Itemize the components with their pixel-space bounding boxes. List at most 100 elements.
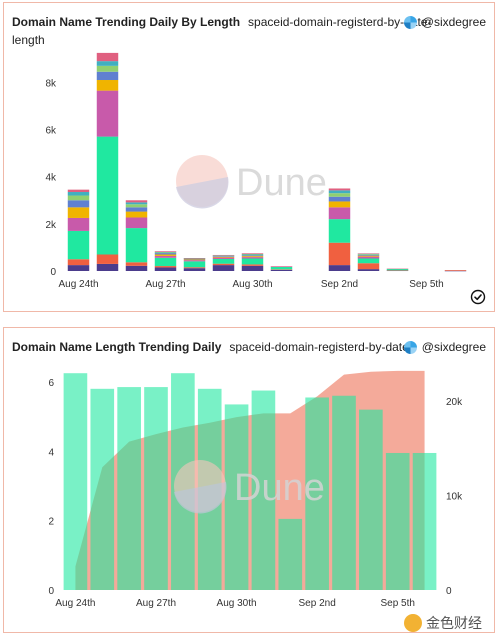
bar-segment: [96, 80, 119, 91]
watermark-text: Dune: [236, 162, 327, 204]
bar-segment: [183, 268, 206, 271]
bar-segment: [328, 190, 351, 194]
bar-segment: [212, 263, 235, 266]
bar-segment: [125, 217, 148, 229]
bar-segment: [212, 258, 235, 264]
check-circle-icon[interactable]: [470, 289, 486, 305]
chart-title: Domain Name Trending Daily By Length: [12, 15, 241, 29]
y-tick-label: 2k: [45, 220, 57, 231]
bar-segment: [241, 258, 264, 265]
bar-area-chart: 0 2 4 6 0 10k 20k Dune Aug 24th Aug 27th Aug 30th S…: [48, 370, 463, 609]
bar-segment: [444, 270, 467, 272]
dune-watermark: Dune: [176, 155, 327, 209]
bar-segment: [183, 260, 206, 262]
daily-bar: [385, 452, 410, 590]
bar-segment: [96, 61, 119, 66]
bar-segment: [67, 200, 90, 208]
daily-bar: [224, 404, 249, 590]
watermark-logo-shade: [176, 177, 229, 209]
bar-segment: [241, 253, 264, 255]
x-tick-label: Aug 27th: [145, 279, 185, 290]
daily-bar: [117, 387, 141, 590]
bar-segment: [96, 263, 119, 271]
bar-segment: [125, 204, 148, 208]
chart-title-row: Domain Name Length Trending Daily spaceid…: [12, 340, 409, 354]
bar-segment: [67, 259, 90, 266]
bar-segment: [270, 269, 293, 271]
bar-segment: [212, 265, 235, 271]
bar-segment: [328, 265, 351, 271]
chart-title: Domain Name Length Trending Daily: [12, 340, 222, 354]
daily-bar: [90, 388, 115, 590]
bar-segment: [125, 200, 148, 203]
bar-segment: [241, 265, 264, 271]
bar-segment: [154, 267, 177, 271]
x-tick-label: Aug 24th: [58, 279, 98, 290]
bar-segment: [357, 255, 380, 257]
bar-segment: [241, 264, 264, 266]
bar-segment: [357, 253, 380, 255]
y-left-tick-label: 6: [48, 378, 54, 389]
bar-segment: [67, 230, 90, 260]
bar-segment: [241, 254, 264, 256]
bar-segment: [67, 195, 90, 201]
y-tick-label: 4k: [45, 173, 57, 184]
y-right-tick-label: 10k: [446, 492, 463, 503]
bar-segment: [270, 269, 293, 270]
bar-segment: [212, 254, 235, 256]
bar-segment: [154, 266, 177, 268]
bar-segment: [154, 253, 177, 255]
bar-segment: [386, 268, 409, 270]
bar-segment: [357, 253, 380, 254]
bar-segment: [125, 262, 148, 266]
x-tick-label: Sep 2nd: [299, 598, 336, 609]
author-link[interactable]: @sixdegree: [403, 340, 486, 354]
daily-bar: [251, 390, 276, 590]
y-left-tick-label: 0: [48, 586, 54, 597]
x-tick-label: Sep 5th: [380, 598, 414, 609]
bar-segment: [212, 256, 235, 258]
daily-bar: [359, 409, 383, 590]
bar-segment: [154, 254, 177, 256]
author-link[interactable]: @sixdegree: [403, 15, 486, 29]
bar-segment: [241, 257, 264, 259]
bar-segment: [270, 266, 293, 267]
bar-segment: [96, 254, 119, 264]
bar-segment: [241, 254, 264, 255]
bar-segment: [96, 65, 119, 72]
bar-segment: [212, 256, 235, 257]
bar-segment: [328, 193, 351, 197]
bar-segment: [183, 259, 206, 261]
y-right-tick-label: 0: [446, 586, 452, 597]
bar-segment: [67, 217, 90, 231]
watermark-text: Dune: [234, 467, 325, 509]
bar-segment: [96, 136, 119, 255]
author-name: @sixdegree: [421, 15, 486, 29]
bar-segment: [328, 201, 351, 208]
bar-segment: [386, 270, 409, 271]
bar-segment: [386, 268, 409, 271]
bar-segment: [125, 207, 148, 212]
y-tick-label: 0: [50, 267, 56, 278]
bar-segment: [154, 251, 177, 252]
bar-segment: [154, 251, 177, 253]
bar-segment: [125, 228, 148, 263]
bar-segment: [67, 265, 90, 271]
x-tick-label: Sep 5th: [409, 279, 443, 290]
bar-segment: [270, 266, 293, 270]
bar-segment: [154, 255, 177, 258]
bar-segment: [444, 270, 467, 271]
x-tick-label: Sep 2nd: [321, 279, 358, 290]
bar-segment: [328, 207, 351, 220]
stacked-bar-chart: 0 2k 4k 6k 8k Dune Aug 24th Aug 27th Aug 30th Sep…: [45, 52, 467, 290]
daily-bar: [412, 452, 437, 590]
dune-watermark: Dune: [174, 460, 325, 514]
y-tick-label: 8k: [45, 78, 57, 89]
author-name: @sixdegree: [421, 340, 486, 354]
daily-bar: [332, 395, 356, 590]
bar-segment: [96, 71, 119, 81]
chart-card-daily-by-length: Domain Name Trending Daily By Length spac…: [3, 2, 495, 312]
bar-segment: [183, 258, 206, 259]
author-avatar-icon: [403, 340, 417, 354]
chart-subtitle-continued: length: [12, 33, 45, 47]
